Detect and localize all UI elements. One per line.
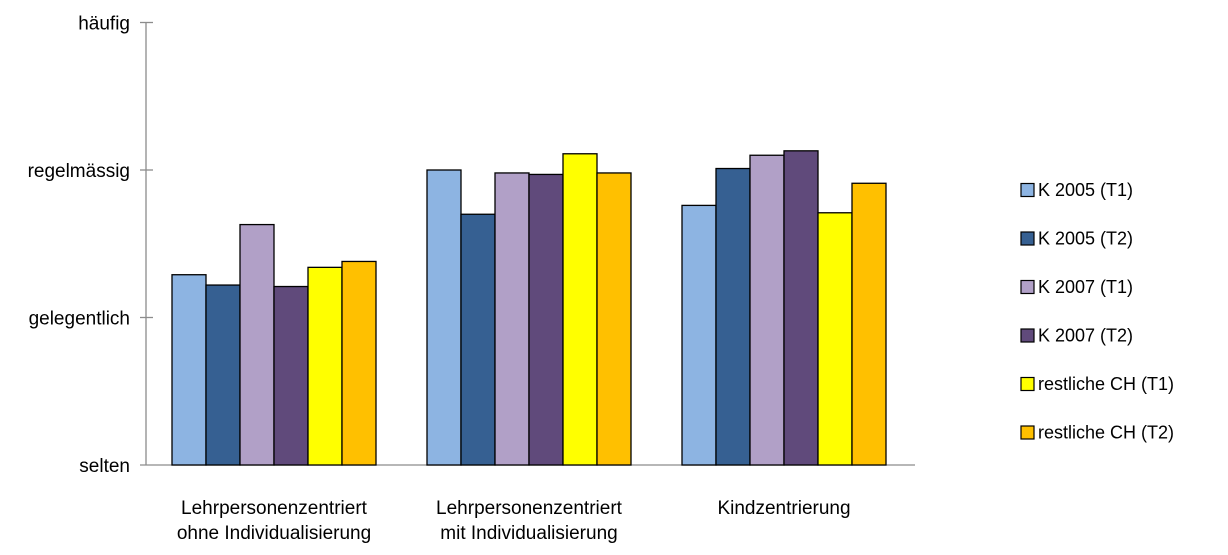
- bar: [273, 285, 309, 466]
- legend-label: K 2007 (T2): [1038, 326, 1133, 346]
- legend-label: K 2005 (T2): [1038, 229, 1133, 249]
- legend-label: K 2007 (T1): [1038, 277, 1133, 297]
- legend-label: restliche CH (T1): [1038, 374, 1174, 394]
- x-tick-label: Lehrpersonenzentriert mit Individualisier…: [436, 498, 623, 544]
- bar: [171, 274, 207, 466]
- legend-swatch: [1020, 182, 1035, 198]
- legend-swatch: [1020, 231, 1035, 246]
- bar: [460, 213, 496, 466]
- bar: [307, 266, 343, 466]
- legend-label: K 2005 (T1): [1038, 180, 1133, 200]
- bar: [817, 212, 853, 466]
- bar: [596, 172, 632, 466]
- legend: K 2005 (T1) K 2005 (T2) K 2007 (T1) K 2007 …: [1020, 180, 1174, 443]
- legend-swatch: [1020, 425, 1035, 440]
- x-tick-label-line: Lehrpersonenzentriert: [436, 498, 623, 519]
- bar: [681, 204, 717, 466]
- x-axis-labels: Lehrpersonenzentriert ohne Individualisie…: [177, 498, 851, 544]
- bar: [205, 284, 241, 466]
- y-tick-label: selten: [79, 456, 130, 477]
- bar: [239, 223, 275, 466]
- y-axis-labels: selten gelegentlich regelmässig häufig: [28, 14, 130, 478]
- bar: [494, 172, 530, 466]
- bar: [783, 150, 819, 466]
- bar: [562, 153, 598, 466]
- bar: [426, 169, 462, 466]
- y-tick-label: gelegentlich: [29, 309, 130, 330]
- x-tick-label-line: mit Individualisierung: [440, 523, 617, 544]
- x-tick-label: Kindzentrierung: [717, 498, 850, 519]
- legend-swatch: [1020, 376, 1035, 392]
- bars: [171, 150, 887, 466]
- legend-swatch: [1020, 279, 1035, 295]
- x-tick-label-line: ohne Individualisierung: [177, 523, 371, 544]
- x-tick-label-line: Lehrpersonenzentriert: [181, 498, 368, 519]
- legend-swatch: [1020, 328, 1035, 343]
- bar: [341, 260, 377, 466]
- legend-label: restliche CH (T2): [1038, 423, 1174, 443]
- bar: [851, 182, 887, 466]
- x-tick-label-line: Kindzentrierung: [717, 498, 850, 519]
- y-tick-label: häufig: [78, 14, 130, 35]
- bar: [528, 173, 564, 466]
- y-tick-label: regelmässig: [28, 161, 130, 182]
- bar: [715, 167, 751, 466]
- bar: [749, 154, 785, 466]
- x-tick-label: Lehrpersonenzentriert ohne Individualisie…: [177, 498, 371, 544]
